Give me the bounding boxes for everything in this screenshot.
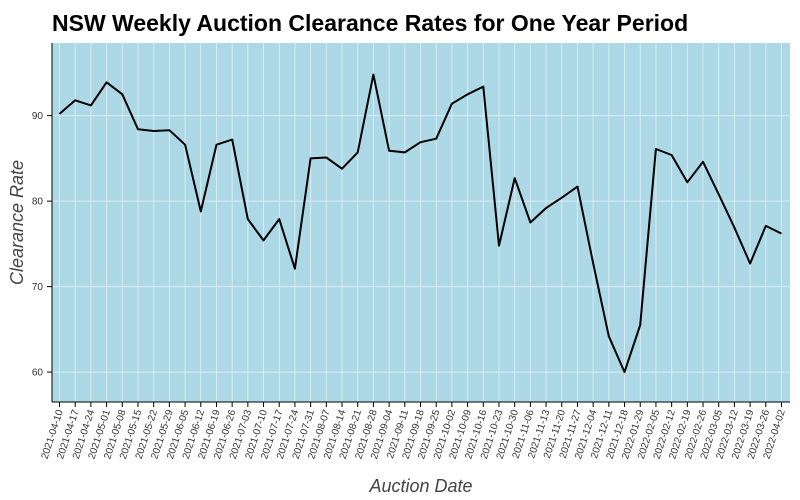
x-axis-title: Auction Date bbox=[368, 476, 472, 496]
y-axis-title: Clearance Rate bbox=[7, 160, 27, 285]
y-tick-label: 90 bbox=[32, 111, 44, 122]
series-line bbox=[58, 73, 782, 374]
y-tick-label: 70 bbox=[32, 282, 44, 293]
y-tick-label: 60 bbox=[32, 368, 44, 379]
grid-lines bbox=[52, 43, 790, 402]
y-tick-label: 80 bbox=[32, 197, 44, 208]
chart-title: NSW Weekly Auction Clearance Rates for O… bbox=[52, 10, 689, 36]
